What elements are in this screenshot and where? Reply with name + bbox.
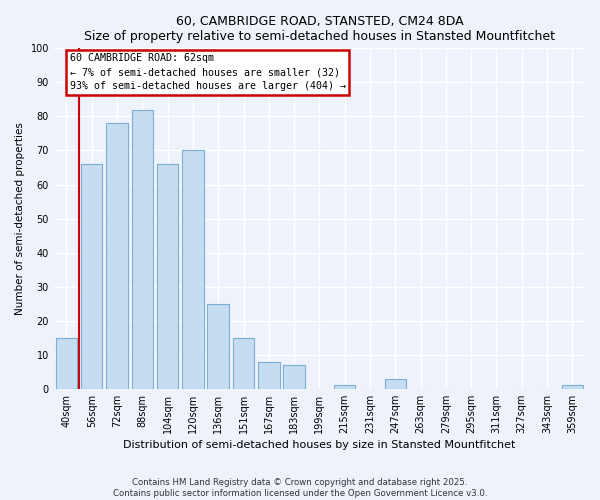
Bar	[334, 386, 355, 389]
Text: 60 CAMBRIDGE ROAD: 62sqm
← 7% of semi-detached houses are smaller (32)
93% of se: 60 CAMBRIDGE ROAD: 62sqm ← 7% of semi-de…	[70, 54, 346, 92]
Title: 60, CAMBRIDGE ROAD, STANSTED, CM24 8DA
Size of property relative to semi-detache: 60, CAMBRIDGE ROAD, STANSTED, CM24 8DA S…	[84, 15, 555, 43]
Bar	[283, 365, 305, 389]
Bar	[81, 164, 103, 389]
Bar	[233, 338, 254, 389]
Bar	[106, 123, 128, 389]
Bar	[182, 150, 203, 389]
Bar	[208, 304, 229, 389]
Bar	[562, 386, 583, 389]
Y-axis label: Number of semi-detached properties: Number of semi-detached properties	[15, 122, 25, 315]
Bar	[131, 110, 153, 389]
Bar	[258, 362, 280, 389]
Bar	[385, 378, 406, 389]
Bar	[157, 164, 178, 389]
Text: Contains HM Land Registry data © Crown copyright and database right 2025.
Contai: Contains HM Land Registry data © Crown c…	[113, 478, 487, 498]
X-axis label: Distribution of semi-detached houses by size in Stansted Mountfitchet: Distribution of semi-detached houses by …	[123, 440, 515, 450]
Bar	[56, 338, 77, 389]
